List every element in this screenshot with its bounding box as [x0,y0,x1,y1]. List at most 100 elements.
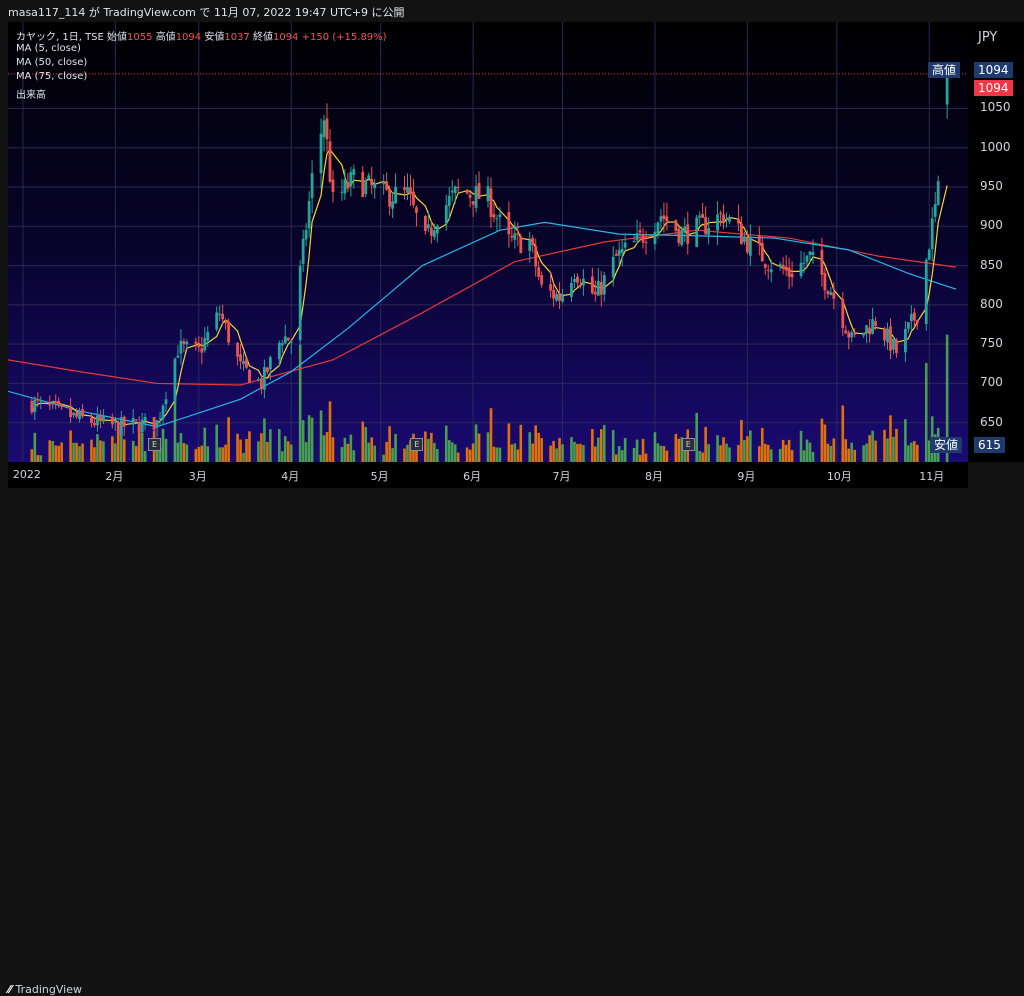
volume-bar [528,432,532,462]
y-tick-label: 650 [980,414,1003,429]
candle-body [573,278,576,283]
candle-body [283,336,287,344]
candle-body [742,237,746,242]
candle-body [844,330,848,334]
volume-bar [36,455,40,462]
candle-body [262,367,266,390]
volume-bar [75,442,78,462]
legend-ma50[interactable]: MA (50, close) [16,57,88,68]
volume-bar [391,448,394,462]
candle-body [456,186,460,188]
time-axis[interactable] [8,462,968,488]
candle-body [319,133,323,174]
candle-body [30,400,34,413]
candle-body [576,276,579,283]
volume-bar [242,452,245,462]
volume-bar [698,450,701,462]
candle-body [173,358,177,402]
volume-bar [620,450,624,462]
candle-body [57,401,61,405]
volume-bar [143,451,147,462]
volume-bar [286,441,290,462]
candle-body [889,326,892,351]
legend-high-label: 高値 [155,32,176,43]
x-tick-label: 11月 [919,470,945,483]
volume-bar [117,430,120,462]
candle-body [352,169,356,175]
earnings-marker[interactable]: E [681,438,695,451]
candle-body [239,354,242,362]
volume-bar [823,424,827,462]
candle-body [769,269,773,273]
candle-body [203,338,207,351]
candle-body [185,341,189,345]
candle-body [265,367,269,372]
candle-body [620,248,624,253]
y-tick-label: 900 [980,218,1003,233]
legend-open: 1055 [127,32,153,43]
candle-body [364,180,368,194]
tradingview-logo[interactable]: ⁄⁄ TradingView [8,983,82,996]
volume-bar [531,443,535,462]
candle-body [745,236,749,253]
volume-bar [433,442,436,462]
volume-bar [597,437,600,462]
y-tick-label: 1000 [980,139,1011,154]
candle-body [194,341,198,344]
volume-bar [534,425,538,462]
candle-body [51,402,55,404]
candle-body [474,186,478,208]
candle-body [403,187,406,190]
volume-bar [599,429,603,462]
price-chart[interactable] [8,22,968,462]
legend-high: 1094 [175,32,202,43]
candle-body [465,189,469,194]
candle-body [435,225,439,234]
x-tick-label: 4月 [281,470,300,483]
volume-bar [164,438,168,462]
legend-open-label: 始値 [107,32,128,43]
candle-body [540,275,544,285]
candle-body [635,233,639,241]
chart-plot-area[interactable] [8,22,968,462]
volume-bar [904,419,907,462]
volume-bar [382,454,385,462]
candle-body [903,329,907,353]
candle-body [426,224,430,229]
earnings-marker[interactable]: E [410,438,424,451]
volume-bar [704,426,707,462]
legend-ma75[interactable]: MA (75, close) [16,71,88,82]
volume-bar [119,418,123,462]
candle-body [841,299,845,328]
candle-body [602,275,606,295]
volume-bar [641,438,645,462]
volume-bar [820,418,824,462]
x-tick-label: 2月 [105,470,124,483]
candle-body [507,212,511,235]
volume-bar [695,412,698,462]
volume-bar [763,443,767,462]
candle-body [805,255,809,262]
candle-body [829,292,833,296]
candle-body [224,322,228,324]
legend-ma5[interactable]: MA (5, close) [16,43,81,54]
volume-bar [280,451,284,462]
volume-bar [555,448,558,462]
candle-body [164,399,168,405]
candle-body [552,289,555,299]
volume-bar [602,425,606,462]
candle-body [102,416,105,422]
candle-body [179,340,183,354]
volume-bar [665,450,669,462]
legend-volume[interactable]: 出来高 [16,90,46,101]
volume-bar [283,436,287,462]
earnings-marker[interactable]: E [148,438,162,451]
volume-bar [394,433,397,462]
candle-body [570,282,573,297]
candle-body [725,218,728,220]
legend-change: +150 (+15.89%) [301,32,387,43]
volume-bar [766,444,770,462]
legend-close: 1094 [272,32,299,43]
candle-body [862,332,866,336]
candle-body [534,245,538,267]
